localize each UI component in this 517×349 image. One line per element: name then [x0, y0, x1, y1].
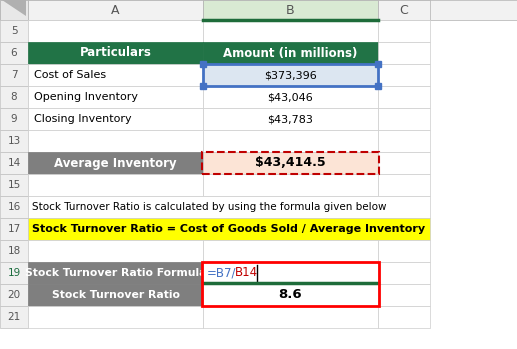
Bar: [203, 20, 378, 42]
Text: 8.6: 8.6: [279, 289, 302, 302]
Bar: [28, 152, 203, 174]
Bar: [0, 20, 28, 42]
Bar: [0, 86, 28, 108]
Bar: [28, 20, 203, 42]
Bar: [28, 64, 203, 86]
Bar: [0, 218, 28, 240]
Bar: [0, 0, 517, 20]
Bar: [28, 284, 203, 306]
Text: 5: 5: [11, 26, 17, 36]
Bar: [378, 108, 430, 130]
Bar: [203, 262, 378, 284]
Bar: [203, 86, 378, 108]
Text: $43,783: $43,783: [268, 114, 313, 124]
Text: 16: 16: [7, 202, 21, 212]
Bar: [203, 64, 378, 86]
Bar: [28, 196, 430, 218]
Bar: [378, 0, 430, 20]
Text: B14: B14: [235, 267, 258, 280]
Text: $43,414.5: $43,414.5: [255, 156, 326, 170]
Text: 15: 15: [7, 180, 21, 190]
Bar: [0, 262, 28, 284]
Bar: [28, 86, 203, 108]
Text: B: B: [286, 3, 295, 16]
Bar: [28, 240, 203, 262]
Text: C: C: [400, 3, 408, 16]
Bar: [28, 218, 430, 240]
Bar: [28, 108, 203, 130]
Text: Particulars: Particulars: [80, 46, 151, 59]
Text: $43,046: $43,046: [268, 92, 313, 102]
Bar: [378, 130, 430, 152]
Text: 13: 13: [7, 136, 21, 146]
Text: Opening Inventory: Opening Inventory: [34, 92, 138, 102]
Bar: [378, 42, 430, 64]
Bar: [378, 152, 430, 174]
Bar: [378, 284, 430, 306]
Bar: [0, 240, 28, 262]
Bar: [28, 42, 203, 64]
Bar: [28, 262, 203, 284]
Bar: [203, 306, 378, 328]
Text: Stock Turnover Ratio is calculated by using the formula given below: Stock Turnover Ratio is calculated by us…: [32, 202, 387, 212]
Bar: [0, 284, 28, 306]
Bar: [203, 64, 378, 86]
Bar: [378, 306, 430, 328]
Bar: [28, 306, 203, 328]
Bar: [378, 64, 430, 86]
Bar: [202, 152, 379, 174]
Text: Closing Inventory: Closing Inventory: [34, 114, 132, 124]
Bar: [0, 108, 28, 130]
Text: Stock Turnover Ratio Formula: Stock Turnover Ratio Formula: [25, 268, 206, 278]
Text: 9: 9: [11, 114, 17, 124]
Text: Cost of Sales: Cost of Sales: [34, 70, 106, 80]
Bar: [0, 42, 28, 64]
Text: =B7/: =B7/: [207, 267, 236, 280]
Bar: [378, 240, 430, 262]
Text: A: A: [111, 3, 120, 16]
Bar: [203, 174, 378, 196]
Bar: [202, 262, 379, 306]
Bar: [28, 174, 203, 196]
Bar: [378, 20, 430, 42]
Text: 18: 18: [7, 246, 21, 256]
Polygon shape: [2, 0, 26, 16]
Text: 8: 8: [11, 92, 17, 102]
Text: 17: 17: [7, 224, 21, 234]
Text: 6: 6: [11, 48, 17, 58]
Bar: [203, 108, 378, 130]
Text: Average Inventory: Average Inventory: [54, 156, 177, 170]
Bar: [203, 284, 378, 306]
Text: 14: 14: [7, 158, 21, 168]
Bar: [203, 240, 378, 262]
Text: 20: 20: [7, 290, 21, 300]
Text: 7: 7: [11, 70, 17, 80]
Text: Stock Turnover Ratio = Cost of Goods Sold / Average Inventory: Stock Turnover Ratio = Cost of Goods Sol…: [32, 224, 425, 234]
Bar: [0, 130, 28, 152]
Bar: [0, 152, 28, 174]
Bar: [0, 306, 28, 328]
Text: 19: 19: [7, 268, 21, 278]
Bar: [203, 152, 378, 174]
Bar: [0, 196, 28, 218]
Bar: [203, 0, 378, 20]
Bar: [28, 0, 203, 20]
Bar: [203, 42, 378, 64]
Text: Stock Turnover Ratio: Stock Turnover Ratio: [52, 290, 179, 300]
Bar: [203, 130, 378, 152]
Text: $373,396: $373,396: [264, 70, 317, 80]
Bar: [378, 262, 430, 284]
Bar: [378, 174, 430, 196]
Bar: [0, 0, 28, 20]
Text: 21: 21: [7, 312, 21, 322]
Text: Amount (in millions): Amount (in millions): [223, 46, 358, 59]
Bar: [0, 174, 28, 196]
Bar: [28, 130, 203, 152]
Bar: [378, 86, 430, 108]
Bar: [0, 64, 28, 86]
